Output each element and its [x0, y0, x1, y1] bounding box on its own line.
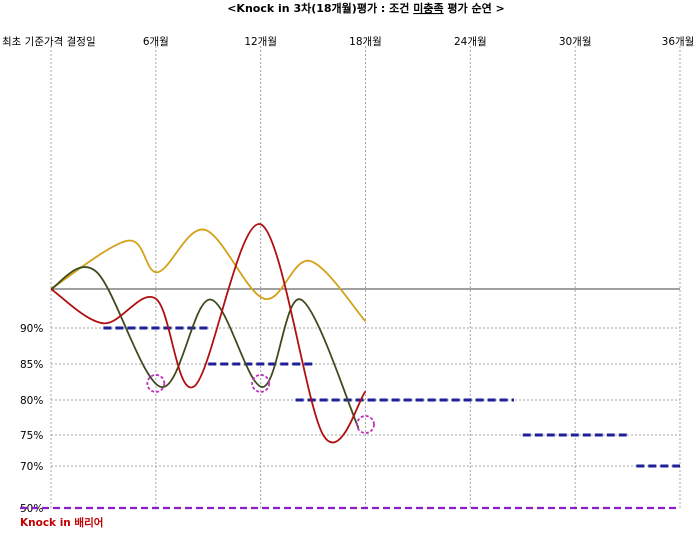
y-tick-label: 85% — [20, 359, 43, 371]
knock-in-label: Knock in 배리어 — [20, 516, 103, 529]
period-label: 6개월 — [143, 36, 169, 48]
y-tick-labels: 90%85%80%75%70%50% — [20, 323, 43, 515]
y-tick-label: 90% — [20, 323, 43, 335]
period-label: 30개월 — [559, 36, 592, 48]
period-label: 24개월 — [454, 36, 487, 48]
period-label: 18개월 — [349, 36, 382, 48]
series-line — [50, 223, 367, 444]
series-line — [50, 228, 367, 322]
period-label: 12개월 — [244, 36, 277, 48]
evaluation-circles — [146, 374, 375, 434]
period-label: 최초 기준가격 결정일 — [2, 35, 96, 48]
barrier-steps — [103, 326, 680, 468]
y-tick-label: 75% — [20, 430, 43, 442]
y-tick-label: 80% — [20, 395, 43, 407]
period-label: 36개월 — [662, 36, 695, 48]
period-labels: 최초 기준가격 결정일 6개월 12개월 18개월 24개월 30개월 36개월 — [2, 35, 694, 48]
price-series — [50, 223, 367, 444]
series-line — [50, 266, 360, 429]
y-tick-label: 70% — [20, 461, 43, 473]
chart-title: <Knock in 3차(18개월)평가 : 조건 미충족 평가 순연 > — [227, 1, 505, 15]
grid — [50, 46, 681, 510]
evaluation-circle — [146, 374, 166, 393]
evaluation-circle — [356, 415, 375, 434]
evaluation-circle — [251, 374, 271, 393]
